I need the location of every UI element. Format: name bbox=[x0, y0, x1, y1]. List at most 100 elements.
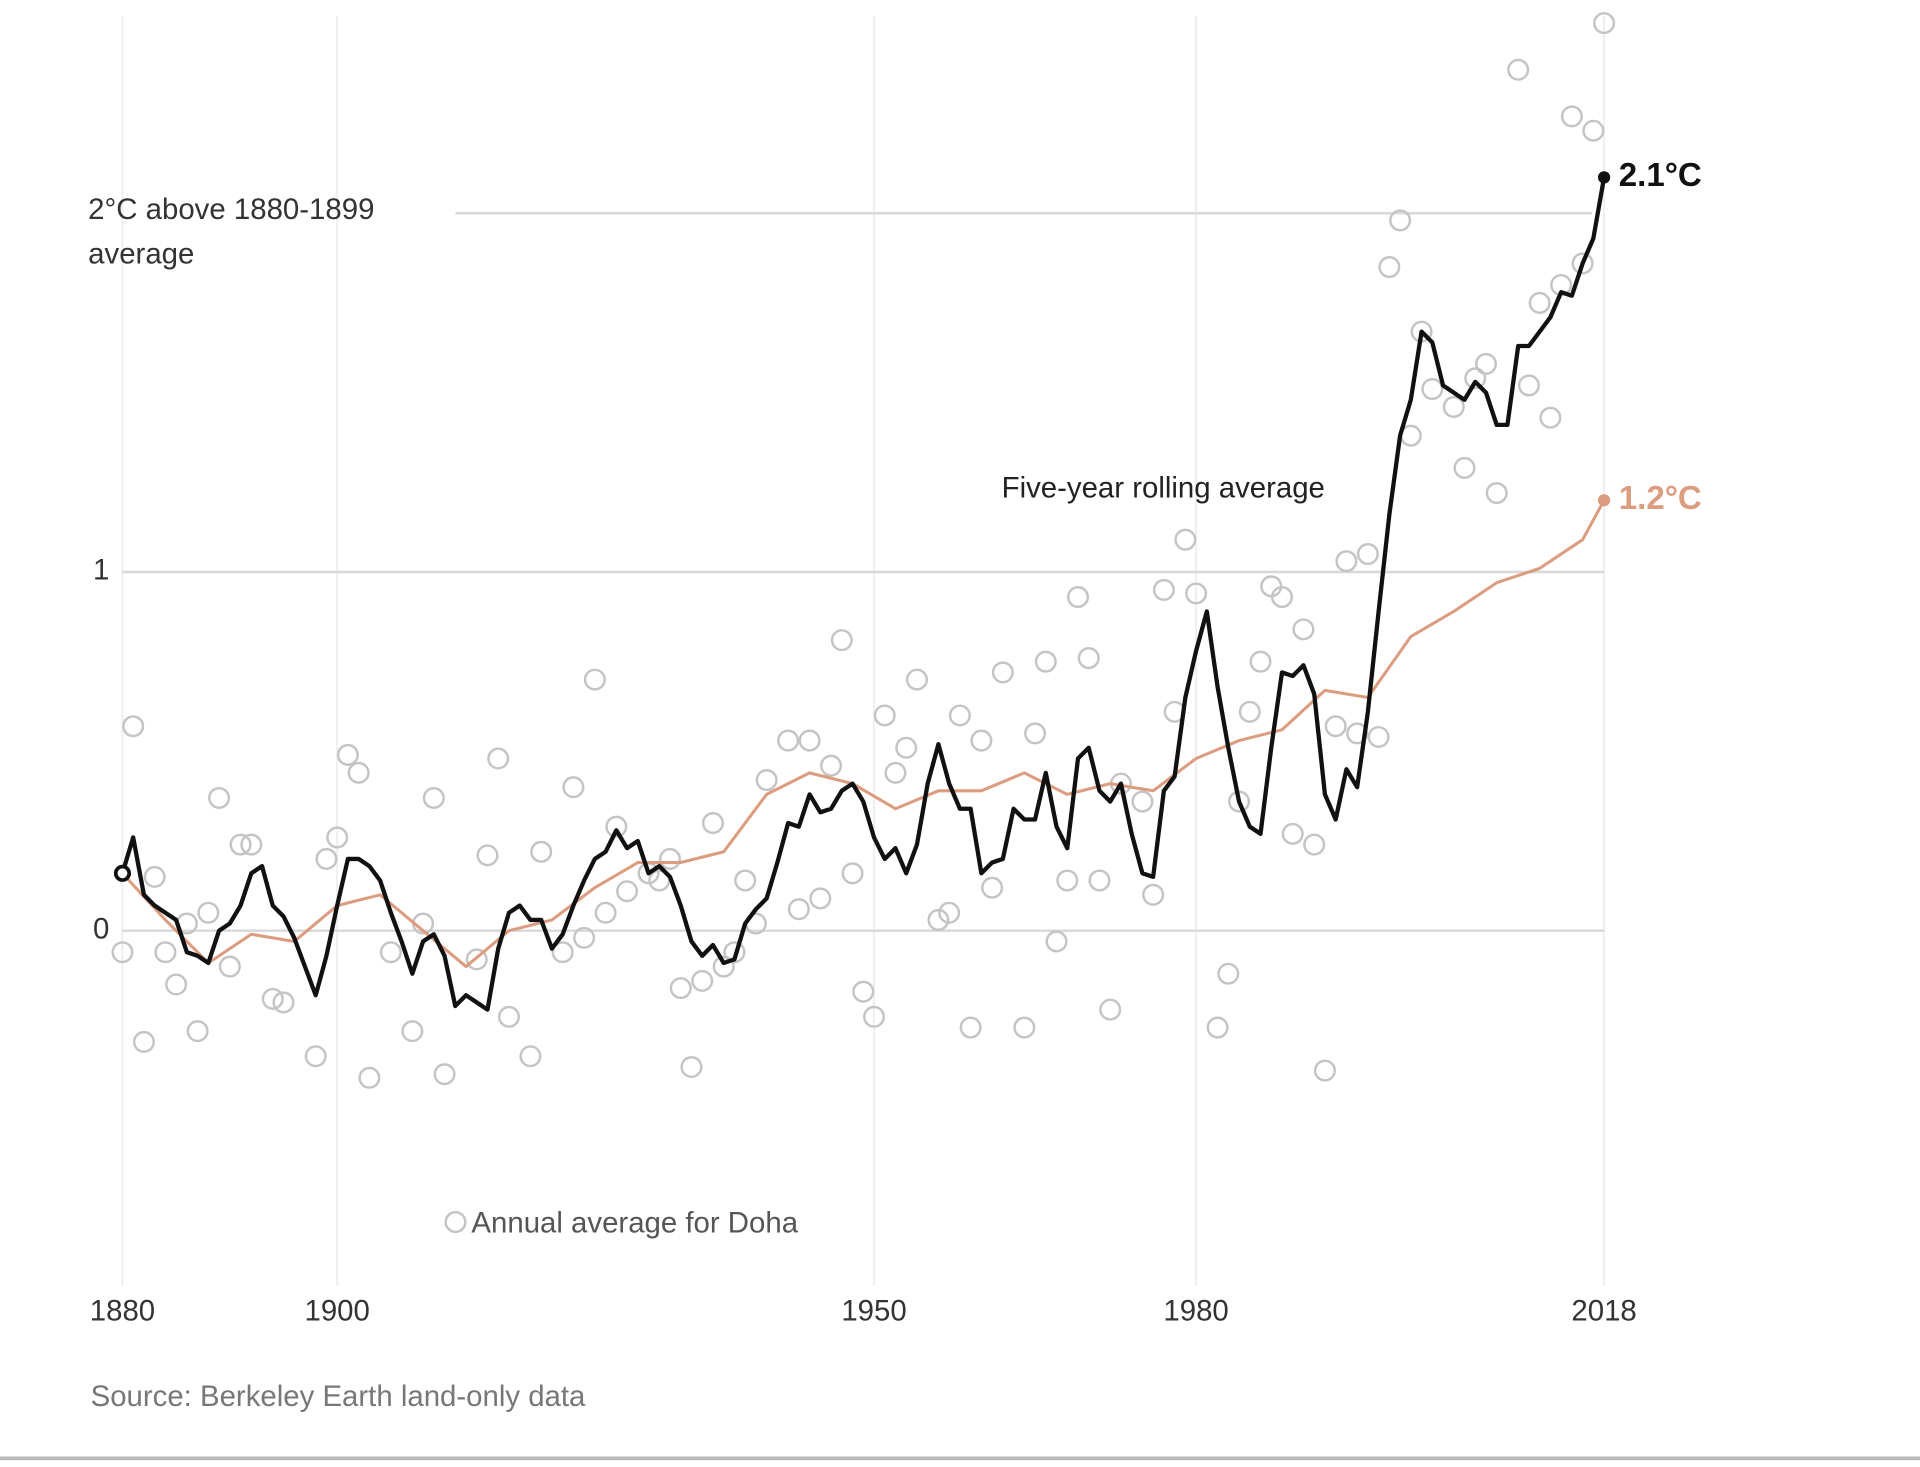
scatter-point bbox=[895, 736, 918, 759]
scatter-point bbox=[304, 1045, 327, 1068]
scatter-point bbox=[1206, 1016, 1229, 1039]
scatter-point bbox=[1453, 456, 1476, 479]
scatter-point bbox=[197, 901, 220, 924]
start-marker bbox=[113, 864, 132, 882]
legend-label: Annual average for Doha bbox=[471, 1206, 798, 1239]
scatter-point bbox=[132, 1030, 155, 1053]
scatter-point bbox=[530, 840, 553, 863]
scatter-point bbox=[1507, 58, 1530, 81]
scatter-point bbox=[873, 704, 896, 727]
scatter-point bbox=[820, 754, 843, 777]
scatter-point bbox=[1485, 482, 1508, 505]
scatter-point bbox=[669, 977, 692, 1000]
scatter-point bbox=[1249, 650, 1272, 673]
scatter-point bbox=[594, 901, 617, 924]
end-dot bbox=[1597, 171, 1611, 184]
source-note: Source: Berkeley Earth land-only data bbox=[91, 1380, 586, 1413]
scatter-point bbox=[315, 847, 338, 870]
scatter-point bbox=[347, 761, 370, 784]
scatter-point bbox=[336, 743, 359, 766]
end-label: 1.2°C bbox=[1619, 480, 1702, 517]
scatter-point bbox=[1593, 12, 1616, 35]
line-series bbox=[120, 177, 1607, 1012]
scatter-point bbox=[476, 844, 499, 867]
scatter-point bbox=[841, 862, 864, 885]
scatter-point bbox=[111, 941, 134, 964]
scatter-point bbox=[691, 969, 714, 992]
scatter-point bbox=[186, 1020, 209, 1043]
scatter-point bbox=[1539, 406, 1562, 429]
scatter-point bbox=[1142, 883, 1165, 906]
scatter-point bbox=[981, 876, 1004, 899]
scatter-point bbox=[798, 729, 821, 752]
scatter-point bbox=[1270, 586, 1294, 609]
x-tick-label: 2018 bbox=[1571, 1294, 1636, 1327]
scatter-point bbox=[1281, 822, 1304, 845]
scatter-point bbox=[1217, 962, 1240, 985]
scatter-point bbox=[948, 704, 971, 727]
scatter-point bbox=[519, 1045, 542, 1068]
scatter-point bbox=[809, 887, 832, 910]
x-tick-label: 1900 bbox=[304, 1294, 369, 1327]
scatter-point bbox=[433, 1063, 456, 1086]
scatter-point bbox=[1024, 722, 1047, 745]
series-annotation: Five-year rolling average bbox=[1002, 472, 1325, 505]
x-tick-label: 1880 bbox=[90, 1294, 155, 1327]
scatter-point bbox=[218, 955, 241, 978]
scatter-point bbox=[862, 1005, 886, 1028]
scatter-point bbox=[1367, 725, 1390, 749]
scatter-point bbox=[830, 629, 853, 652]
scatter-point bbox=[165, 973, 188, 996]
scatter-point bbox=[616, 880, 639, 903]
end-dot bbox=[1597, 494, 1611, 507]
scatter-point bbox=[1378, 256, 1401, 279]
x-tick-label: 1950 bbox=[841, 1294, 906, 1327]
scatter-point bbox=[497, 1005, 520, 1028]
scatter-point bbox=[1292, 618, 1315, 641]
scatter-point bbox=[1174, 528, 1197, 551]
scatter-point bbox=[208, 786, 231, 809]
scatter-point bbox=[326, 826, 349, 849]
scatter-point bbox=[358, 1066, 381, 1089]
scatter-point bbox=[777, 729, 800, 752]
scatter-point bbox=[1560, 105, 1583, 128]
scatter-point bbox=[712, 955, 735, 978]
scatter-point bbox=[938, 901, 961, 924]
scatter-point bbox=[1099, 998, 1122, 1021]
scatter-point bbox=[379, 941, 402, 964]
scatter-point bbox=[1131, 790, 1154, 813]
scatter-point bbox=[487, 747, 510, 770]
scatter-point bbox=[1356, 543, 1379, 566]
scatter-point bbox=[1303, 833, 1326, 856]
y-tick-label-box: 2°C above 1880-1899 average bbox=[88, 193, 375, 271]
scatter-point bbox=[701, 812, 724, 835]
scatter-point bbox=[1582, 119, 1605, 142]
line-series bbox=[121, 499, 1606, 969]
scatter-point bbox=[1421, 378, 1444, 401]
legend-symbol bbox=[444, 1211, 467, 1234]
scatter-point bbox=[1056, 869, 1079, 892]
scatter-point bbox=[1389, 209, 1412, 232]
scatter-point bbox=[240, 833, 263, 856]
scatter-point bbox=[1077, 647, 1100, 670]
scatter-point bbox=[884, 761, 907, 784]
scatter-point bbox=[605, 815, 628, 838]
scatter-point bbox=[970, 729, 993, 752]
scatter-point bbox=[852, 980, 875, 1003]
scatter-point bbox=[583, 668, 606, 691]
y-tick-label: 2°C above 1880-1899 average bbox=[88, 193, 375, 271]
scatter-point bbox=[1260, 575, 1283, 598]
scatter-point bbox=[680, 1055, 703, 1079]
scatter-point bbox=[229, 833, 252, 856]
scatter-point bbox=[1335, 550, 1358, 573]
scatter-point bbox=[959, 1016, 982, 1039]
x-tick-label: 1980 bbox=[1163, 1294, 1228, 1327]
scatter-point bbox=[143, 865, 166, 888]
scatter-point bbox=[1088, 869, 1111, 892]
scatter-point bbox=[1238, 700, 1261, 723]
scatter-point bbox=[927, 908, 950, 931]
scatter-point bbox=[562, 776, 585, 799]
scatter-point bbox=[154, 941, 177, 964]
